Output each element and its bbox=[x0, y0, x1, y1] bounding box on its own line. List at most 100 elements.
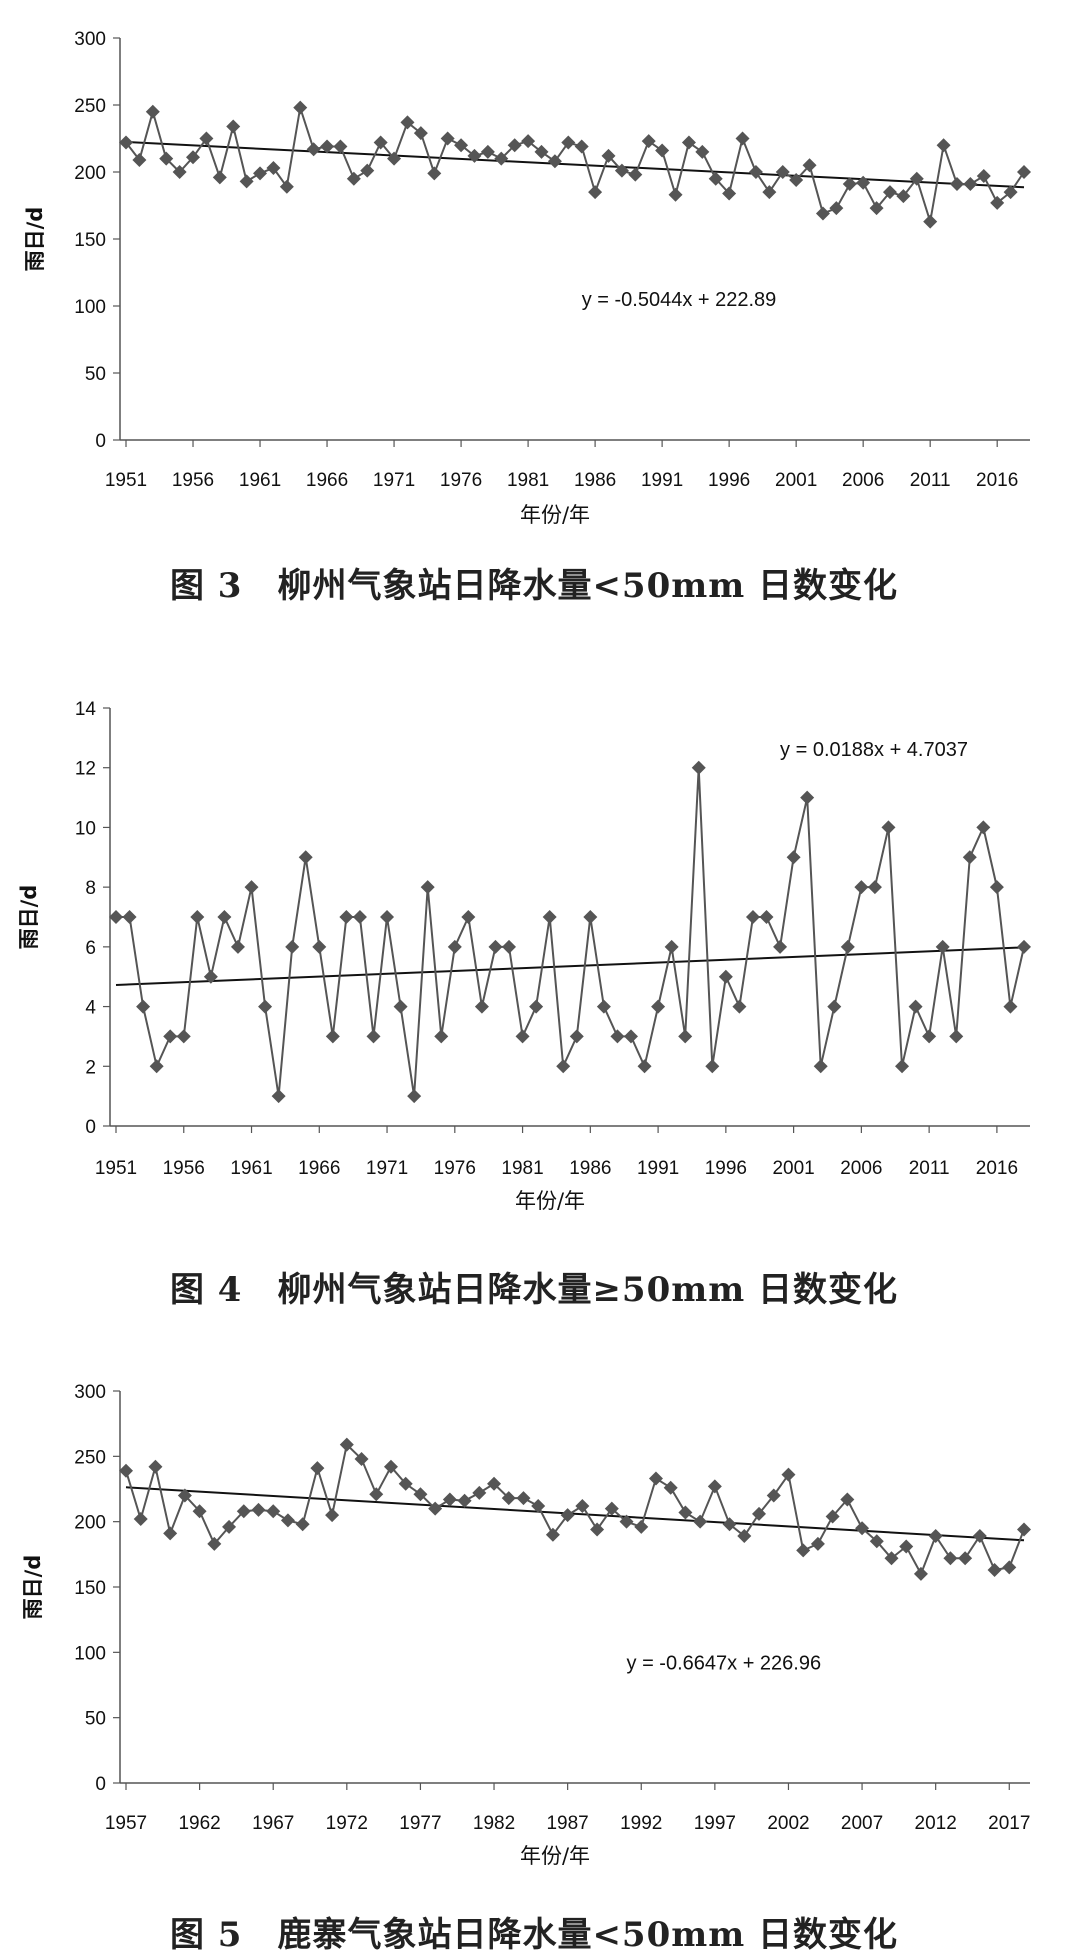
data-point bbox=[222, 1519, 237, 1534]
y-tick-label: 250 bbox=[74, 1447, 106, 1468]
data-point bbox=[748, 165, 763, 179]
x-tick-label: 1992 bbox=[620, 1813, 662, 1834]
data-point bbox=[360, 163, 375, 178]
data-point bbox=[122, 910, 137, 924]
y-tick-label: 250 bbox=[74, 96, 106, 117]
data-point bbox=[163, 1526, 178, 1541]
x-tick-label: 2007 bbox=[841, 1813, 883, 1834]
data-point bbox=[775, 165, 790, 179]
y-tick-label: 8 bbox=[85, 878, 96, 899]
data-point bbox=[678, 1029, 693, 1044]
data-point bbox=[547, 154, 562, 169]
data-point bbox=[192, 1504, 207, 1519]
data-point bbox=[1003, 999, 1018, 1014]
data-point bbox=[280, 1513, 295, 1528]
data-point bbox=[413, 126, 428, 141]
data-point bbox=[869, 201, 884, 216]
data-point bbox=[212, 170, 227, 185]
trendline-equation: y = -0.6647x + 226.96 bbox=[627, 1652, 822, 1674]
chart-figure-5: 0 50 100 150 200 250 300 1957 1962 1967 1972 1977 19… bbox=[21, 1382, 1031, 1868]
chart-figure-3: 0 50 100 150 200 250 300 1951 1956 1961 1966 1971 19… bbox=[23, 29, 1031, 527]
x-tick-label: 1966 bbox=[306, 470, 348, 491]
data-point bbox=[556, 1059, 571, 1074]
data-point bbox=[149, 1059, 164, 1074]
data-point bbox=[354, 1451, 369, 1466]
data-point bbox=[854, 880, 869, 895]
y-tick-label: 0 bbox=[95, 1774, 106, 1795]
data-point bbox=[339, 1437, 354, 1452]
data-point bbox=[380, 910, 395, 924]
data-point bbox=[251, 1502, 266, 1517]
y-tick-label: 100 bbox=[74, 297, 106, 318]
data-point bbox=[119, 135, 133, 150]
data-point bbox=[393, 999, 408, 1014]
y-tick-label: 0 bbox=[95, 431, 106, 452]
data-point bbox=[691, 760, 706, 775]
data-point bbox=[759, 910, 774, 924]
data-point bbox=[440, 131, 455, 146]
data-point bbox=[958, 1551, 973, 1566]
data-point bbox=[693, 1514, 708, 1529]
data-point bbox=[217, 910, 232, 924]
data-point bbox=[545, 1527, 560, 1542]
data-point bbox=[467, 148, 482, 163]
data-point bbox=[623, 1029, 638, 1044]
data-point bbox=[320, 139, 335, 154]
y-tick-label: 10 bbox=[75, 818, 96, 839]
data-point bbox=[705, 1059, 720, 1074]
data-point bbox=[1017, 165, 1031, 179]
data-point bbox=[855, 1521, 870, 1536]
data-point bbox=[575, 1498, 590, 1513]
data-point bbox=[913, 1566, 928, 1581]
data-point bbox=[928, 1529, 943, 1544]
chart-figure-4: 0 2 4 6 8 10 12 14 1951 1956 1961 1966 1971 1976 1981 1… bbox=[17, 699, 1031, 1213]
y-tick-label: 150 bbox=[74, 230, 106, 251]
data-point bbox=[295, 1517, 310, 1532]
data-point bbox=[148, 1459, 163, 1474]
x-tick-label: 1971 bbox=[373, 470, 415, 491]
data-point bbox=[1003, 185, 1018, 200]
data-point bbox=[569, 1029, 584, 1044]
trendline bbox=[125, 1486, 1025, 1542]
x-tick-label: 1976 bbox=[440, 470, 482, 491]
x-tick-label: 1997 bbox=[694, 1813, 736, 1834]
data-point bbox=[936, 138, 951, 153]
data-point bbox=[825, 1509, 840, 1524]
x-tick-label: 1957 bbox=[105, 1813, 147, 1834]
data-point bbox=[163, 1029, 178, 1044]
data-point bbox=[663, 1480, 678, 1495]
data-point bbox=[707, 1479, 722, 1494]
data-point bbox=[266, 1504, 281, 1519]
data-point bbox=[762, 185, 777, 200]
data-point bbox=[387, 151, 402, 166]
x-tick-label: 1961 bbox=[239, 470, 281, 491]
x-tick-label: 1972 bbox=[326, 1813, 368, 1834]
data-point bbox=[949, 1029, 964, 1044]
x-tick-label: 1986 bbox=[574, 470, 616, 491]
x-tick-label: 1956 bbox=[163, 1158, 205, 1179]
data-point bbox=[668, 187, 683, 202]
data-point bbox=[447, 939, 462, 954]
data-point bbox=[745, 910, 760, 924]
data-point bbox=[244, 880, 259, 895]
data-point bbox=[199, 131, 214, 146]
data-point bbox=[236, 1504, 251, 1519]
x-tick-label: 1977 bbox=[399, 1813, 441, 1834]
data-point bbox=[325, 1508, 340, 1523]
figure-caption: 图 4 柳州气象站日降水量≥50mm 日数变化 bbox=[169, 1270, 899, 1310]
data-point bbox=[529, 999, 544, 1014]
data-point bbox=[516, 1491, 531, 1506]
x-tick-label: 2016 bbox=[976, 470, 1018, 491]
x-tick-label: 2006 bbox=[842, 470, 884, 491]
data-point bbox=[413, 1487, 428, 1502]
data-point bbox=[752, 1506, 767, 1521]
data-point bbox=[494, 151, 509, 166]
y-tick-label: 100 bbox=[74, 1643, 106, 1664]
data-point bbox=[722, 186, 737, 201]
x-tick-label: 2012 bbox=[915, 1813, 957, 1834]
y-tick-label: 50 bbox=[85, 1709, 106, 1730]
x-tick-label: 1991 bbox=[641, 470, 683, 491]
data-point bbox=[882, 185, 897, 200]
data-point bbox=[949, 177, 964, 192]
x-tick-label: 2011 bbox=[909, 1158, 950, 1179]
